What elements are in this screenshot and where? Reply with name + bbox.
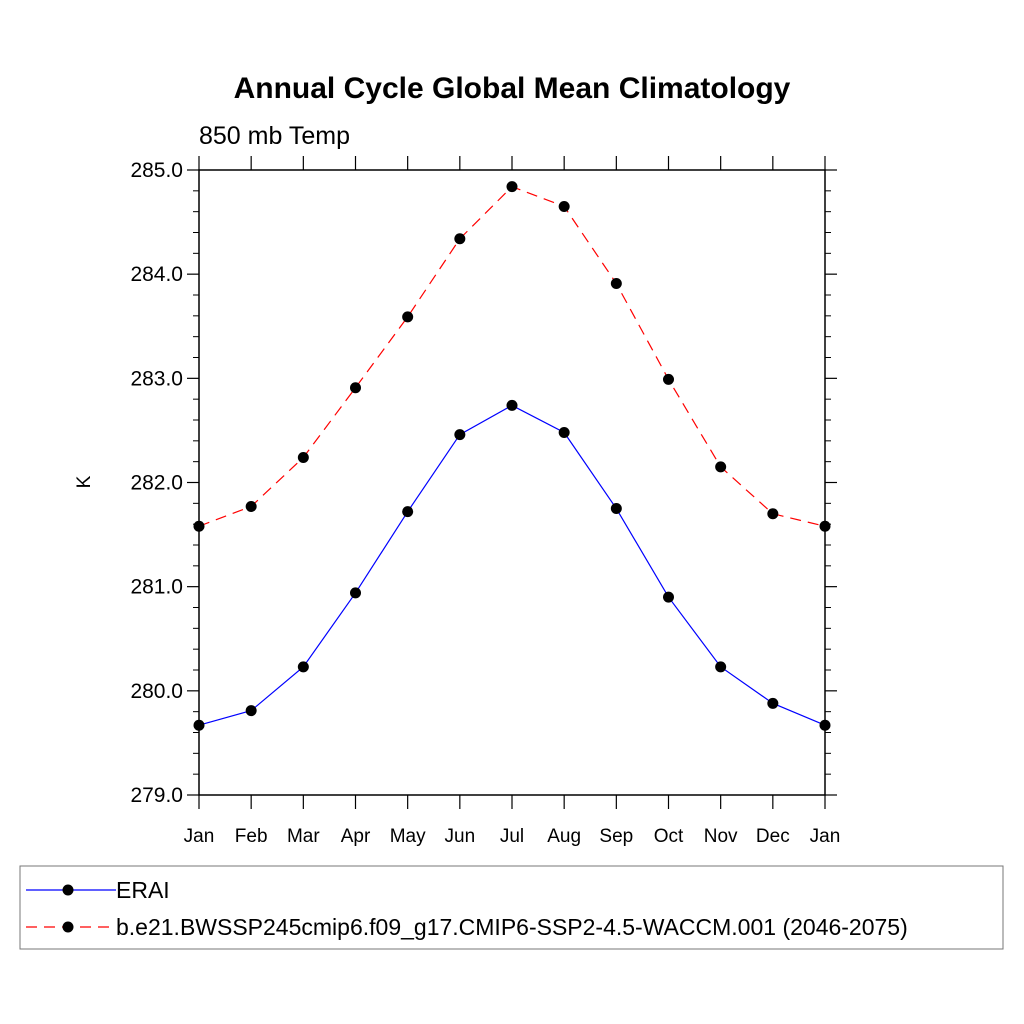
series-line-1 [198, 404, 826, 726]
axis-ticks [187, 156, 837, 809]
data-point-series-1 [663, 591, 674, 603]
y-tick-label: 284.0 [130, 263, 183, 286]
x-tick-label: Jan [810, 826, 841, 847]
data-point-series-2 [454, 233, 466, 245]
y-tick-label: 285.0 [130, 159, 183, 182]
legend-box [19, 865, 1004, 950]
data-point-series-1 [297, 661, 309, 673]
data-point-series-2 [610, 278, 622, 290]
data-point-series-1 [350, 587, 361, 599]
data-point-series-2 [558, 200, 570, 212]
data-point-series-1 [767, 697, 779, 709]
chart-subtitle: 850 mb Temp [199, 122, 350, 150]
x-tick-label: Apr [341, 826, 371, 847]
data-point-series-2 [767, 508, 779, 520]
x-tick-label: Nov [704, 826, 738, 847]
x-tick-label: Jul [500, 826, 524, 847]
data-point-series-1 [715, 661, 727, 673]
x-tick-label: Jan [184, 826, 215, 847]
y-axis-label: K [74, 475, 95, 488]
data-point-series-2 [245, 500, 257, 512]
y-tick-label: 280.0 [130, 680, 183, 703]
series-points [193, 181, 831, 731]
x-tick-label: Mar [287, 826, 320, 847]
series-lines [198, 185, 826, 726]
chart-title: Annual Cycle Global Mean Climatology [234, 72, 791, 105]
data-point-series-2 [715, 461, 727, 473]
x-tick-label: Dec [756, 826, 790, 847]
data-point-series-2 [297, 452, 309, 463]
x-tick-label: May [390, 826, 426, 847]
y-tick-label: 283.0 [130, 367, 183, 390]
x-tick-label: Feb [235, 826, 268, 847]
data-point-series-1 [558, 427, 570, 438]
plot-frame [198, 169, 826, 796]
data-point-series-2 [663, 373, 674, 385]
legend-label-series-1: ERAI [116, 877, 170, 903]
data-point-series-1 [245, 705, 257, 717]
legend-marker-series-2 [62, 921, 74, 933]
x-tick-label: Sep [599, 826, 633, 847]
data-point-series-1 [506, 399, 518, 411]
series-line-2 [198, 185, 826, 527]
data-point-series-1 [454, 429, 466, 441]
data-point-series-1 [402, 506, 414, 518]
x-tick-label: Aug [547, 826, 581, 847]
y-tick-label: 281.0 [130, 576, 183, 599]
legend-label-series-2: b.e21.BWSSP245cmip6.f09_g17.CMIP6-SSP2-4… [116, 914, 908, 940]
x-tick-labels: Jan Feb Mar Apr May Jun Jul Aug Sep Oct Nov Dec Jan [184, 826, 841, 847]
legend-entries: ERAI b.e21.BWSSP245cmip6.f09_g17.CMIP6-SS… [26, 877, 908, 940]
x-tick-label: Oct [654, 826, 684, 847]
data-point-series-1 [610, 503, 622, 515]
x-tick-label: Jun [445, 826, 476, 847]
data-point-series-2 [350, 382, 361, 394]
y-tick-label: 279.0 [130, 784, 183, 807]
legend: ERAI b.e21.BWSSP245cmip6.f09_g17.CMIP6-SS… [19, 865, 1004, 950]
y-tick-label: 282.0 [130, 472, 183, 495]
legend-marker-series-1 [62, 884, 74, 896]
y-tick-labels: 279.0 280.0 281.0 282.0 283.0 284.0 285.0 [130, 159, 183, 807]
data-point-series-2 [402, 311, 414, 323]
data-point-series-2 [506, 181, 518, 193]
